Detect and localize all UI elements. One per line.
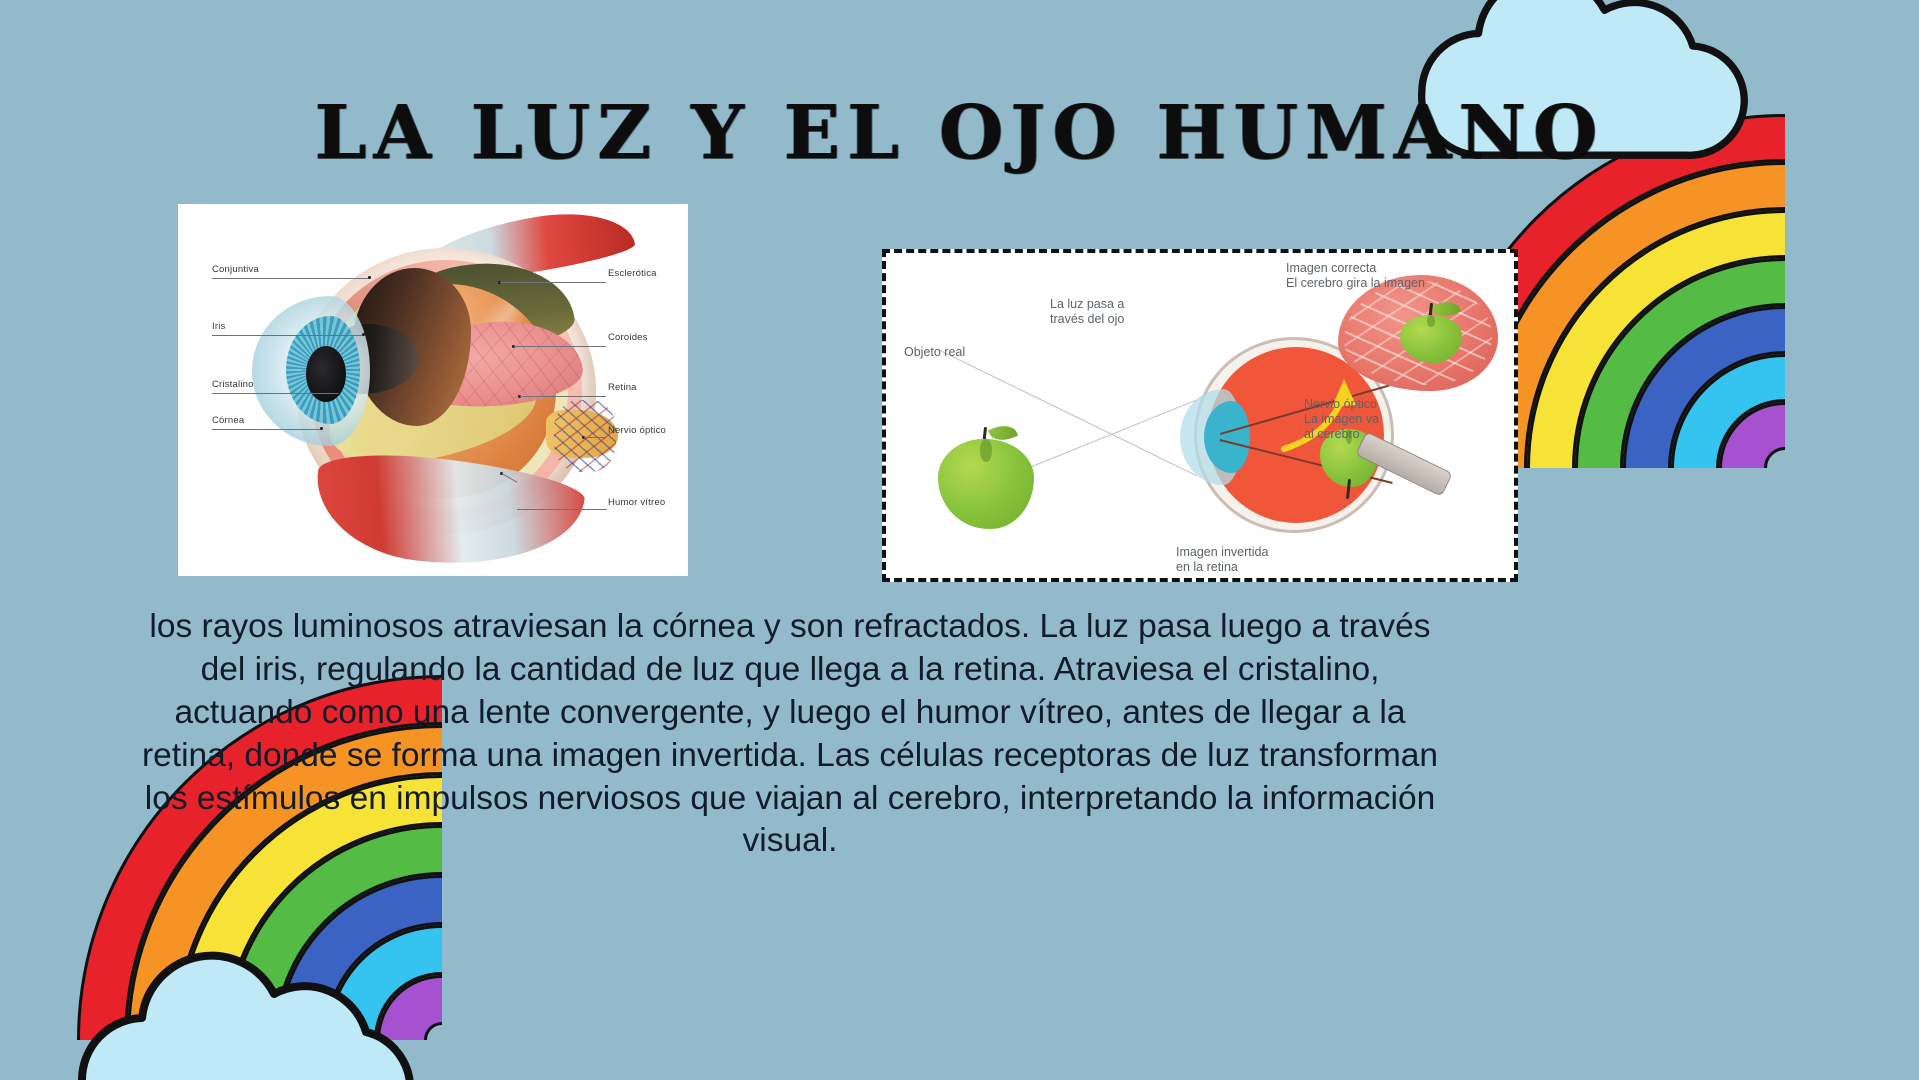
leader-dot-retina: [518, 395, 521, 398]
vp-label-nervio-optico: Nervio óptico La imagen va al cerebro: [1304, 397, 1380, 441]
leader-line-retina: [520, 396, 606, 397]
page-title: LA LUZ Y EL OJO HUMANO: [314, 90, 1605, 176]
anatomy-label-cristalino: Cristalino: [212, 379, 254, 390]
anatomy-label-retina: Retina: [608, 382, 637, 393]
leader-line-cristalino: [212, 393, 340, 394]
anatomy-label-esclerotica: Esclerótica: [608, 268, 657, 279]
yellow-arrow-icon: [1281, 379, 1356, 452]
anatomy-label-iris: Iris: [212, 321, 226, 332]
leader-dot-nervio-optico: [582, 436, 585, 439]
apple-body-icon: [938, 439, 1034, 529]
anatomy-label-nervio-optico: Nervio óptico: [608, 425, 667, 436]
leader-line-coroides: [514, 346, 606, 347]
leader-line-esclerotica: [500, 282, 606, 283]
leader-line-iris: [212, 335, 364, 336]
leader-dot-iris: [362, 333, 365, 336]
brain-body: [1338, 275, 1498, 391]
body-paragraph: los rayos luminosos atraviesan la córnea…: [141, 608, 1439, 860]
leader-line-cornea: [212, 429, 322, 430]
real-object-apple: [938, 420, 1034, 529]
anatomy-label-cornea: Córnea: [212, 415, 245, 426]
eye-anatomy-diagram: Conjuntiva Iris Cristalino Córnea Escler…: [178, 204, 688, 576]
anatomy-label-coroides: Coroides: [608, 332, 648, 343]
vision-path-diagram: Objeto real La luz pasa a través del ojo…: [882, 249, 1518, 582]
upright-brain-apple: [1400, 296, 1462, 363]
vp-label-objeto-real: Objeto real: [904, 345, 966, 359]
leader-line-nervio-optico: [584, 437, 606, 438]
vp-label-imagen-correcta: Imagen correcta El cerebro gira la image…: [1286, 261, 1425, 290]
leader-dot-cornea: [320, 427, 323, 430]
leader-line-humor-vitreo: [517, 509, 607, 510]
leader-dot-coroides: [512, 345, 515, 348]
leader-dot-cristalino: [338, 391, 341, 394]
leader-dot-conjuntiva: [368, 276, 371, 279]
anatomy-label-conjuntiva: Conjuntiva: [212, 264, 259, 275]
anatomy-label-humor-vitreo: Humor vítreo: [608, 497, 666, 508]
cloud-icon: [78, 951, 414, 1080]
vp-label-luz-pasa: La luz pasa a través del ojo: [1050, 297, 1125, 326]
optic-nerve-vessels: [554, 400, 616, 472]
leader-dot-esclerotica: [498, 281, 501, 284]
vp-label-imagen-invertida: Imagen invertida en la retina: [1176, 545, 1269, 574]
eye-iris: [1204, 401, 1250, 473]
apple-body-icon: [1400, 315, 1462, 363]
eye-cross-section: [1180, 337, 1394, 533]
leader-line-conjuntiva: [212, 278, 370, 279]
brain-illustration: [1338, 275, 1498, 391]
